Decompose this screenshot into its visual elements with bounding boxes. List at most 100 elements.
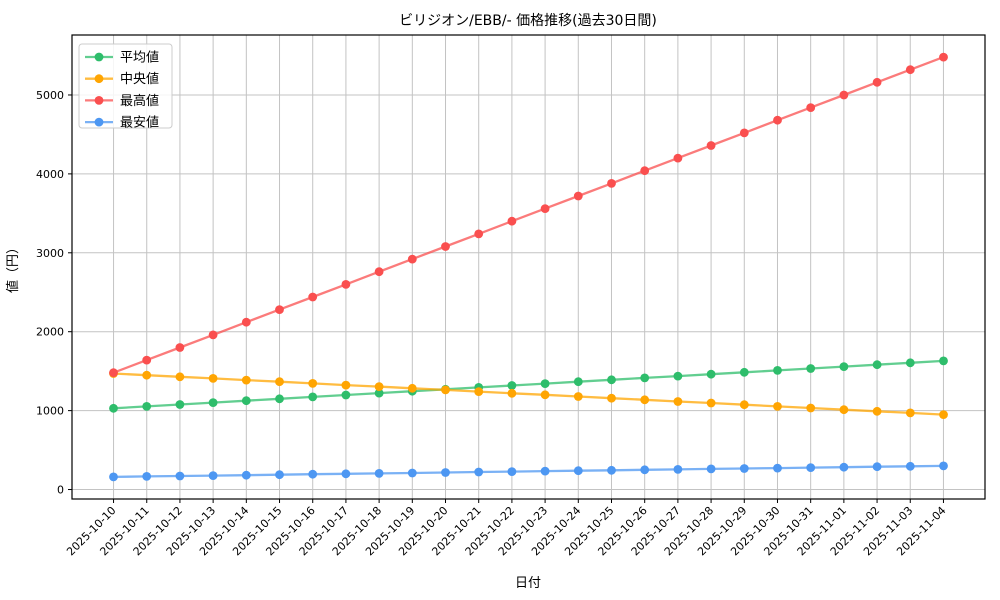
series-point-median: [806, 403, 816, 413]
series-point-max: [374, 267, 384, 277]
series-point-mean: [739, 367, 749, 377]
grid-layer: [72, 35, 985, 499]
series-point-median: [706, 398, 716, 408]
series-point-mean: [540, 379, 550, 388]
legend-label-min: 最安値: [120, 115, 159, 131]
series-point-mean: [773, 366, 782, 375]
legend-label-median: 中央値: [120, 71, 159, 87]
y-tick-label: 0: [57, 484, 64, 497]
series-point-median: [308, 379, 318, 388]
series-point-max: [872, 77, 882, 87]
series-point-median: [241, 375, 251, 385]
series-point-median: [175, 372, 185, 382]
series-point-mean: [208, 398, 218, 407]
series-point-max: [573, 191, 583, 201]
series-point-max: [773, 115, 782, 125]
series-point-min: [905, 461, 915, 471]
plot-border: [71, 34, 986, 500]
series-point-max: [142, 355, 152, 365]
series-point-mean: [374, 388, 384, 398]
chart-title: ビリジオン/EBB/- 価格推移(過去30日間): [399, 13, 657, 29]
series-point-max: [905, 65, 915, 75]
x-axis-label: 日付: [515, 576, 541, 591]
series-point-max: [640, 166, 650, 176]
series-point-min: [872, 462, 882, 472]
series-point-median: [507, 388, 517, 398]
series-point-min: [142, 472, 152, 481]
series-point-median: [773, 402, 782, 411]
legend-marker-dot-max: [94, 96, 104, 105]
series-point-median: [939, 410, 948, 419]
series-point-median: [407, 383, 417, 393]
series-point-mean: [241, 396, 251, 406]
series-point-max: [939, 52, 948, 62]
series-point-min: [407, 468, 417, 478]
legend-marker-dot-mean: [94, 52, 104, 62]
series-point-min: [341, 469, 351, 479]
legend-marker-dot-min: [94, 117, 104, 127]
legend-marker-dot-median: [94, 74, 104, 84]
series-point-mean: [275, 394, 284, 404]
series-point-mean: [706, 369, 716, 379]
series-point-min: [374, 469, 384, 478]
series-point-median: [839, 405, 849, 415]
series-point-min: [507, 467, 517, 476]
series-point-mean: [109, 403, 118, 413]
series-point-max: [739, 128, 749, 138]
series-point-median: [474, 387, 484, 396]
legend-box: [78, 43, 173, 129]
y-tick-label: 1000: [36, 405, 64, 418]
series-point-mean: [939, 356, 948, 366]
series-point-median: [673, 397, 683, 406]
series-point-min: [208, 471, 218, 480]
series-point-max: [407, 254, 417, 264]
series-point-median: [540, 390, 550, 400]
series-point-min: [773, 463, 782, 473]
series-point-mean: [308, 392, 318, 402]
series-point-min: [706, 464, 716, 474]
series-point-max: [441, 242, 450, 251]
series-point-max: [607, 179, 616, 188]
series-point-mean: [640, 373, 650, 383]
series-point-min: [175, 471, 185, 481]
series-point-mean: [905, 358, 915, 368]
series-point-median: [441, 385, 450, 395]
series-point-mean: [573, 377, 583, 387]
series-point-max: [275, 305, 284, 314]
series-point-min: [839, 462, 849, 472]
series-layer: [109, 52, 948, 482]
series-point-median: [872, 406, 882, 416]
series-point-mean: [142, 402, 152, 411]
series-point-min: [540, 466, 550, 476]
series-point-min: [109, 472, 118, 482]
series-point-median: [142, 370, 152, 380]
series-point-mean: [806, 364, 816, 373]
series-point-median: [607, 393, 616, 403]
series-point-max: [806, 103, 816, 112]
series-point-mean: [507, 381, 517, 390]
series-point-median: [640, 395, 650, 405]
y-tick-label: 2000: [36, 326, 64, 339]
legend-label-mean: 平均値: [120, 50, 159, 66]
series-point-max: [839, 90, 849, 100]
series-point-mean: [607, 375, 616, 385]
series-point-median: [573, 392, 583, 401]
series-point-max: [474, 229, 484, 239]
y-tick-label: 3000: [36, 247, 64, 260]
series-point-mean: [341, 390, 351, 400]
series-point-min: [806, 463, 816, 472]
series-point-median: [739, 400, 749, 410]
series-point-min: [441, 468, 450, 477]
series-point-max: [706, 141, 716, 150]
series-point-median: [374, 382, 384, 391]
series-point-min: [939, 461, 948, 471]
series-point-max: [241, 317, 251, 327]
series-point-mean: [175, 400, 185, 409]
series-point-max: [673, 153, 683, 163]
series-line-mean: [113, 359, 944, 410]
series-point-min: [474, 467, 484, 477]
series-line-min: [113, 464, 944, 479]
